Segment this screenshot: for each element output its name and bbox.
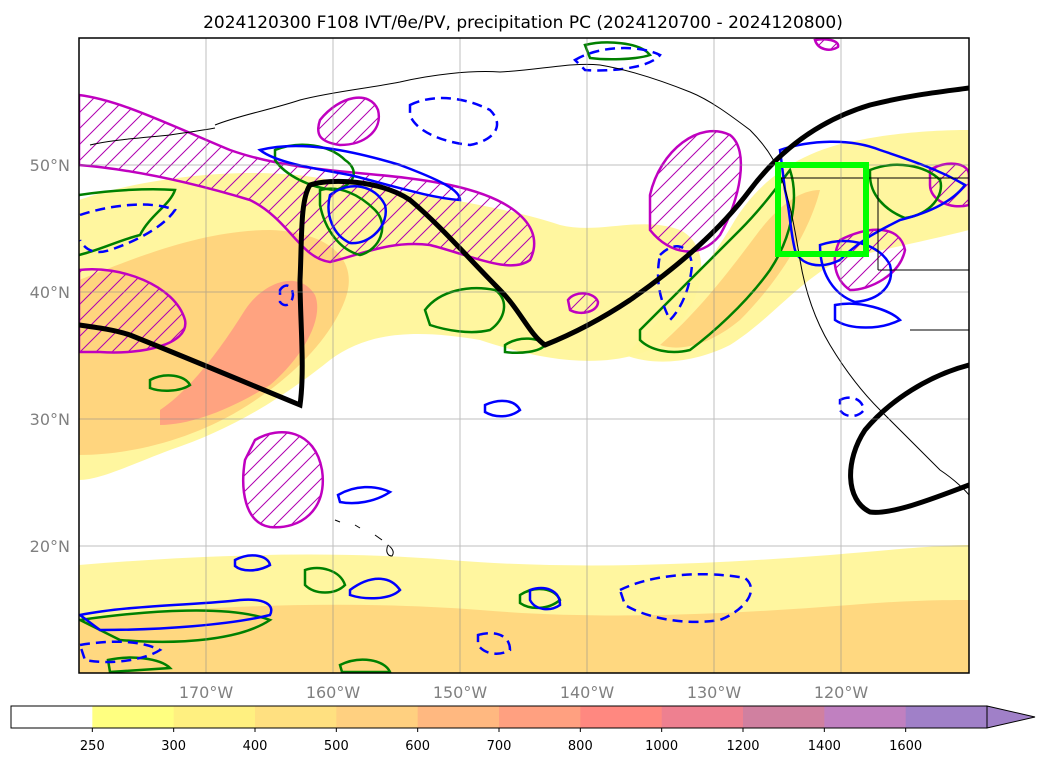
- theta-contour-13: [148, 374, 192, 392]
- pv-region-northwest: [79, 93, 536, 267]
- dashed-contour-2: [572, 46, 662, 72]
- pv-contours: [79, 38, 969, 529]
- dashed-contour-4: [618, 572, 753, 624]
- colorbar-tick-label: 1400: [808, 739, 841, 754]
- colorbar-tick-label: 250: [80, 739, 105, 754]
- dashed-contour-7: [278, 284, 295, 307]
- theta-contour-9: [79, 609, 273, 644]
- colorbar-segment: [417, 706, 500, 728]
- blue-contour-3: [778, 140, 967, 267]
- ivt-zone-west-high: [160, 280, 318, 425]
- lon-label: 140°W: [560, 683, 615, 702]
- jet-line-2: [848, 362, 969, 515]
- pv-region-small: [566, 292, 600, 314]
- colorbar-segment: [905, 706, 988, 728]
- colorbar-tick-label: 800: [568, 739, 593, 754]
- lon-label: 170°W: [179, 683, 234, 702]
- lon-label: 130°W: [687, 683, 742, 702]
- dashed-contour-1: [408, 96, 499, 147]
- colorbar-segment: [661, 706, 744, 728]
- latitude-labels: 50°N 40°N 30°N 20°N: [30, 156, 70, 556]
- colorbar-tick-label: 400: [243, 739, 268, 754]
- lat-label: 50°N: [30, 156, 70, 175]
- coastline-westcoast: [779, 174, 969, 496]
- blue-contour-10: [233, 554, 272, 572]
- dashed-contour-3: [79, 203, 177, 254]
- pv-region-subtropical: [242, 431, 325, 529]
- lon-label: 120°W: [814, 683, 869, 702]
- blue-contour-11: [348, 577, 402, 600]
- theta-contour-1: [79, 188, 177, 257]
- colorbar-extend-arrow: [986, 705, 1036, 729]
- dashed-contour-5: [838, 396, 866, 418]
- blue-contour-8: [528, 586, 562, 611]
- colorbar-segment: [580, 706, 663, 728]
- map-frame: [78, 37, 970, 674]
- colorbar-tick-label: 1200: [726, 739, 759, 754]
- colorbar: 250 300 400 500 600 700 800 1000 1200 1400 1600: [10, 705, 1036, 754]
- coastline-alaska: [214, 63, 781, 176]
- colorbar-tick-label: 1000: [645, 739, 678, 754]
- map-panel: [78, 37, 970, 674]
- blue-contour-6: [483, 399, 522, 418]
- pv-region-top: [813, 38, 840, 51]
- longitude-labels: 170°W 160°W 150°W 140°W 130°W 120°W: [179, 683, 869, 702]
- dashed-contour-8: [79, 640, 163, 664]
- colorbar-segment: [92, 706, 175, 728]
- dashed-contour-9: [476, 631, 512, 655]
- colorbar-segment: [173, 706, 256, 728]
- colorbar-segment: [336, 706, 419, 728]
- blue-contour-4: [818, 239, 893, 304]
- colorbar-tick-label: 700: [487, 739, 512, 754]
- analysis-box: [775, 162, 869, 257]
- colorbar-tick-label: 600: [405, 739, 430, 754]
- theta-contour-4: [423, 286, 506, 334]
- ivt-zone-tropics-mid: [79, 600, 969, 673]
- coastline-hawaii: [334, 519, 394, 557]
- blue-contour-9: [336, 485, 393, 505]
- theta-contour-11: [106, 656, 173, 673]
- pv-region-coast: [648, 129, 743, 253]
- theta-contour-3: [318, 187, 384, 257]
- figure-title: 2024120300 F108 IVT/θe/PV, precipitation…: [203, 13, 843, 33]
- lon-label: 160°W: [306, 683, 361, 702]
- ivt-shading: [79, 130, 969, 673]
- colorbar-segment: [255, 706, 337, 728]
- colorbar-tick-label: 500: [324, 739, 349, 754]
- coastline-borders: [780, 177, 969, 331]
- colorbar-segment: [499, 706, 581, 728]
- theta-e-negative: [79, 46, 866, 664]
- colorbar-segments: [11, 706, 988, 728]
- blue-contour-7: [79, 598, 273, 632]
- dashed-contour-6: [656, 245, 694, 323]
- colorbar-segment: [11, 706, 93, 728]
- theta-contour-12: [338, 658, 392, 673]
- colorbar-tick-label: 1600: [889, 739, 922, 754]
- colorbar-ticks: 250 300 400 500 600 700 800 1000 1200 1400 1600: [80, 728, 922, 754]
- colorbar-tick-label: 300: [161, 739, 186, 754]
- blue-contour-5: [833, 302, 903, 329]
- lat-label: 30°N: [30, 410, 70, 429]
- theta-e-positive: [79, 41, 943, 673]
- theta-contour-10: [303, 566, 347, 594]
- colorbar-segment: [824, 706, 907, 728]
- lat-label: 20°N: [30, 537, 70, 556]
- lon-label: 150°W: [433, 683, 488, 702]
- coastlines: [89, 63, 969, 557]
- colorbar-segment: [743, 706, 825, 728]
- theta-contour-7: [583, 41, 653, 61]
- coastline-aleutians: [89, 127, 216, 146]
- lat-label: 40°N: [30, 283, 70, 302]
